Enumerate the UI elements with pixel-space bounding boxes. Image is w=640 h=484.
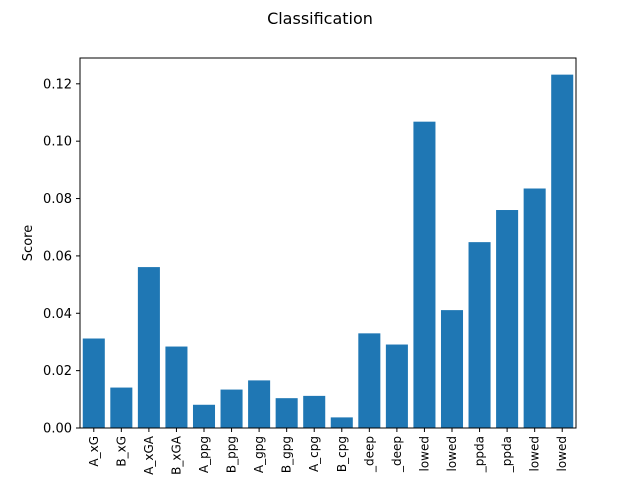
y-tick-label-3: 0.06 bbox=[43, 249, 72, 264]
bar-16 bbox=[523, 188, 546, 428]
x-tick-label-8: A_cpg bbox=[307, 436, 321, 472]
x-tick-label-4: A_ppg bbox=[197, 436, 211, 473]
y-tick-label-6: 0.12 bbox=[43, 77, 72, 92]
x-tick-label-14: _ppda bbox=[473, 436, 487, 473]
bar-5 bbox=[220, 389, 243, 428]
x-tick-label-3: B_xGA bbox=[169, 435, 183, 475]
bar-17 bbox=[551, 74, 574, 428]
bar-2 bbox=[137, 267, 160, 428]
x-tick-label-17: lowed bbox=[555, 436, 569, 472]
bar-10 bbox=[358, 333, 381, 428]
x-tick-label-7: B_gpg bbox=[280, 436, 294, 473]
x-tick-label-10: _deep bbox=[362, 436, 376, 473]
bar-11 bbox=[385, 344, 408, 428]
bars-layer bbox=[82, 74, 574, 429]
plot-frame bbox=[79, 57, 577, 429]
x-tick-label-13: lowed bbox=[445, 436, 459, 472]
y-axis-ticks: 0.00 0.02 0.04 0.06 0.08 0.10 0.12 bbox=[43, 77, 80, 437]
y-tick-label-5: 0.10 bbox=[43, 135, 72, 150]
bar-8 bbox=[303, 395, 326, 428]
x-tick-label-5: B_ppg bbox=[225, 436, 239, 473]
bar-9 bbox=[330, 417, 353, 428]
y-tick-label-1: 0.02 bbox=[43, 364, 72, 379]
y-tick-label-4: 0.08 bbox=[43, 192, 72, 207]
x-tick-label-9: B_cpg bbox=[335, 436, 349, 472]
y-axis-label: Score bbox=[21, 225, 36, 261]
bar-14 bbox=[468, 242, 491, 428]
chart-title: Classification bbox=[267, 9, 373, 28]
y-tick-label-2: 0.04 bbox=[43, 307, 72, 322]
x-tick-label-15: _ppda bbox=[500, 436, 514, 473]
bar-4 bbox=[192, 404, 216, 428]
x-tick-label-2: A_xGA bbox=[142, 435, 156, 475]
bar-15 bbox=[496, 210, 519, 428]
bar-13 bbox=[440, 310, 464, 428]
x-tick-label-0: A_xG bbox=[87, 436, 101, 467]
y-tick-label-0: 0.00 bbox=[43, 422, 72, 437]
x-tick-label-12: lowed bbox=[417, 436, 431, 472]
bar-1 bbox=[110, 387, 133, 428]
x-axis-ticks: A_xG B_xG A_xGA B_xGA A_ppg B_ppg A_gpg B_gpg A_… bbox=[87, 428, 569, 475]
bar-6 bbox=[248, 380, 271, 428]
bar-7 bbox=[275, 398, 298, 428]
x-tick-label-11: _deep bbox=[390, 436, 404, 473]
bar-0 bbox=[82, 338, 105, 428]
x-tick-label-1: B_xG bbox=[114, 436, 128, 467]
x-tick-label-6: A_gpg bbox=[252, 436, 266, 473]
x-tick-label-16: lowed bbox=[528, 436, 542, 472]
bar-12 bbox=[413, 121, 436, 429]
bar-3 bbox=[165, 346, 188, 428]
